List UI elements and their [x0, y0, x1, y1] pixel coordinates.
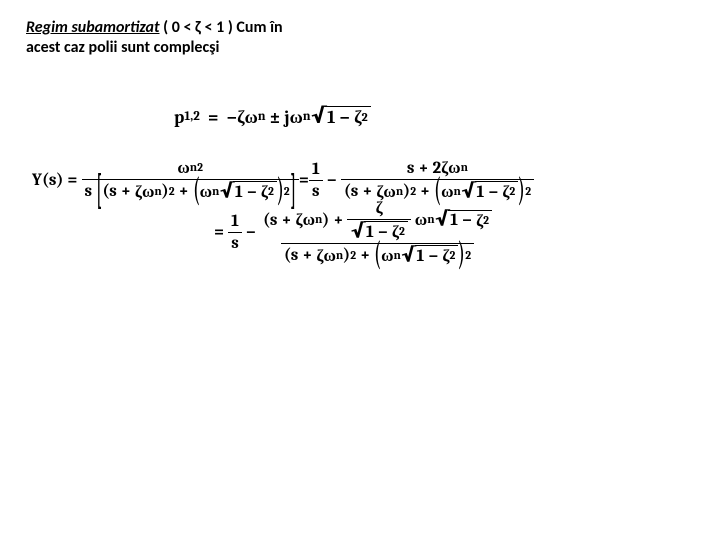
s-1sb: s — [228, 232, 242, 253]
omega-3d: ω — [323, 246, 335, 266]
zeta-3db: ζ — [442, 246, 449, 266]
minus-3: − — [246, 223, 256, 242]
sym-minus: − — [227, 107, 238, 128]
rpar-big1: ) — [277, 173, 283, 209]
one-1s: 1 — [309, 160, 323, 180]
plus-rn: + — [418, 159, 428, 178]
one-zd: 1 — [366, 223, 374, 242]
rpar-3n: ) — [322, 211, 329, 230]
lpar-3d: ( — [284, 246, 291, 265]
plus-3d2: + — [360, 246, 370, 265]
s-3d: s — [291, 246, 299, 265]
omega-3n: ω — [303, 210, 315, 230]
lpar-big2: ( — [435, 173, 441, 209]
s-3n: s — [270, 211, 278, 230]
omega-3n2: ω — [415, 210, 427, 230]
sym-omega2: ω — [290, 107, 303, 128]
zeta-rn: ζ — [441, 158, 448, 178]
lbracket: [ — [97, 170, 102, 214]
minus-3nb: − — [462, 211, 472, 230]
zeta-d1: ζ — [135, 182, 142, 202]
heading-title: Regim subamortizat — [26, 18, 160, 37]
s-y: s — [49, 171, 57, 190]
lpar-big1: ( — [193, 173, 199, 209]
one-3n: 1 — [450, 211, 458, 230]
omega-d1: ω — [142, 182, 154, 202]
minus-y: − — [327, 171, 337, 190]
s-den: s — [85, 182, 93, 201]
eq-3: = — [214, 223, 224, 242]
rbracket: ] — [290, 170, 295, 214]
equation-y-of-s: Y (s) = ωn2 s [ (s + ζωn )2 + ( — [32, 158, 694, 202]
rpar-3d: ) — [343, 246, 350, 265]
s-d1: s — [109, 182, 117, 201]
lpar-y: ( — [42, 171, 49, 190]
frac-1s-b: 1 s — [228, 212, 242, 253]
Y: Y — [32, 171, 42, 190]
omega-num: ω — [177, 158, 189, 178]
heading-rest-line2: acest caz polii sunt complecşi — [26, 38, 219, 57]
minus-a: − — [339, 107, 350, 128]
zeta-3d: ζ — [316, 246, 323, 266]
s-rn: s — [407, 159, 415, 178]
zeta-3n: ζ — [296, 210, 303, 230]
sym-pm: ± — [270, 107, 281, 128]
sym-eq: = — [208, 107, 219, 128]
rpar-big3: ) — [459, 237, 465, 273]
omega-d2: ω — [200, 182, 212, 202]
one-a: 1 — [327, 107, 335, 128]
sym-p: p — [174, 107, 184, 128]
frac-1s: 1 s — [309, 160, 323, 201]
plus-d2: + — [179, 182, 189, 201]
omega-3d2: ω — [381, 246, 393, 266]
rpar-big2: ) — [519, 173, 525, 209]
sym-zeta: ζ — [237, 107, 244, 128]
lpar-d1: ( — [102, 182, 109, 201]
zeta-rd2: ζ — [502, 182, 509, 202]
eq-y2: = — [299, 171, 309, 190]
zeta-zd: ζ — [392, 222, 399, 242]
zeta-top: ζ — [373, 198, 386, 219]
heading-condition: ( 0 < ζ < 1 ) — [163, 18, 233, 37]
zeta-a: ζ — [354, 107, 361, 128]
omega-rn: ω — [448, 158, 460, 178]
equation-poles: p1,2 = − ζ ωn ± j ωn √ 1 − ζ2 — [174, 106, 694, 128]
plus-d1: + — [121, 182, 131, 201]
frac-right: s+2ζωn (s+ζωn)2 + ( ωn √ 1−ζ2 )2 — [341, 158, 534, 202]
sqrt-1: √ 1 − ζ2 — [311, 106, 371, 128]
equation-expanded: = 1 s − (s+ζωn) + ζ √ — [214, 198, 694, 266]
lpar-big3: ( — [375, 237, 381, 273]
sym-omega: ω — [245, 107, 258, 128]
rpar-y: ) — [56, 171, 63, 190]
sqrt-3d: √ 1−ζ2 — [401, 245, 458, 266]
one-1sb: 1 — [228, 212, 242, 232]
lpar-3n: ( — [263, 211, 270, 230]
heading-rest-line1: Cum în — [236, 18, 282, 37]
eq-y: = — [67, 171, 77, 190]
plus-3d: + — [302, 246, 312, 265]
zeta-3nb: ζ — [476, 211, 483, 231]
rpar-d1: ) — [162, 182, 169, 201]
frac-zeta: ζ √ 1−ζ2 — [347, 198, 410, 242]
sqrt-3n: √ 1−ζ2 — [435, 210, 492, 231]
heading: Regim subamortizat ( 0 < ζ < 1 ) Cum în … — [26, 18, 366, 58]
plus-3n2: + — [333, 211, 343, 230]
frac-left: ωn2 s [ (s + ζωn )2 + ( ωn √ 1− — [82, 158, 299, 202]
one-3d: 1 — [417, 247, 425, 266]
minus-3db: − — [428, 247, 438, 266]
